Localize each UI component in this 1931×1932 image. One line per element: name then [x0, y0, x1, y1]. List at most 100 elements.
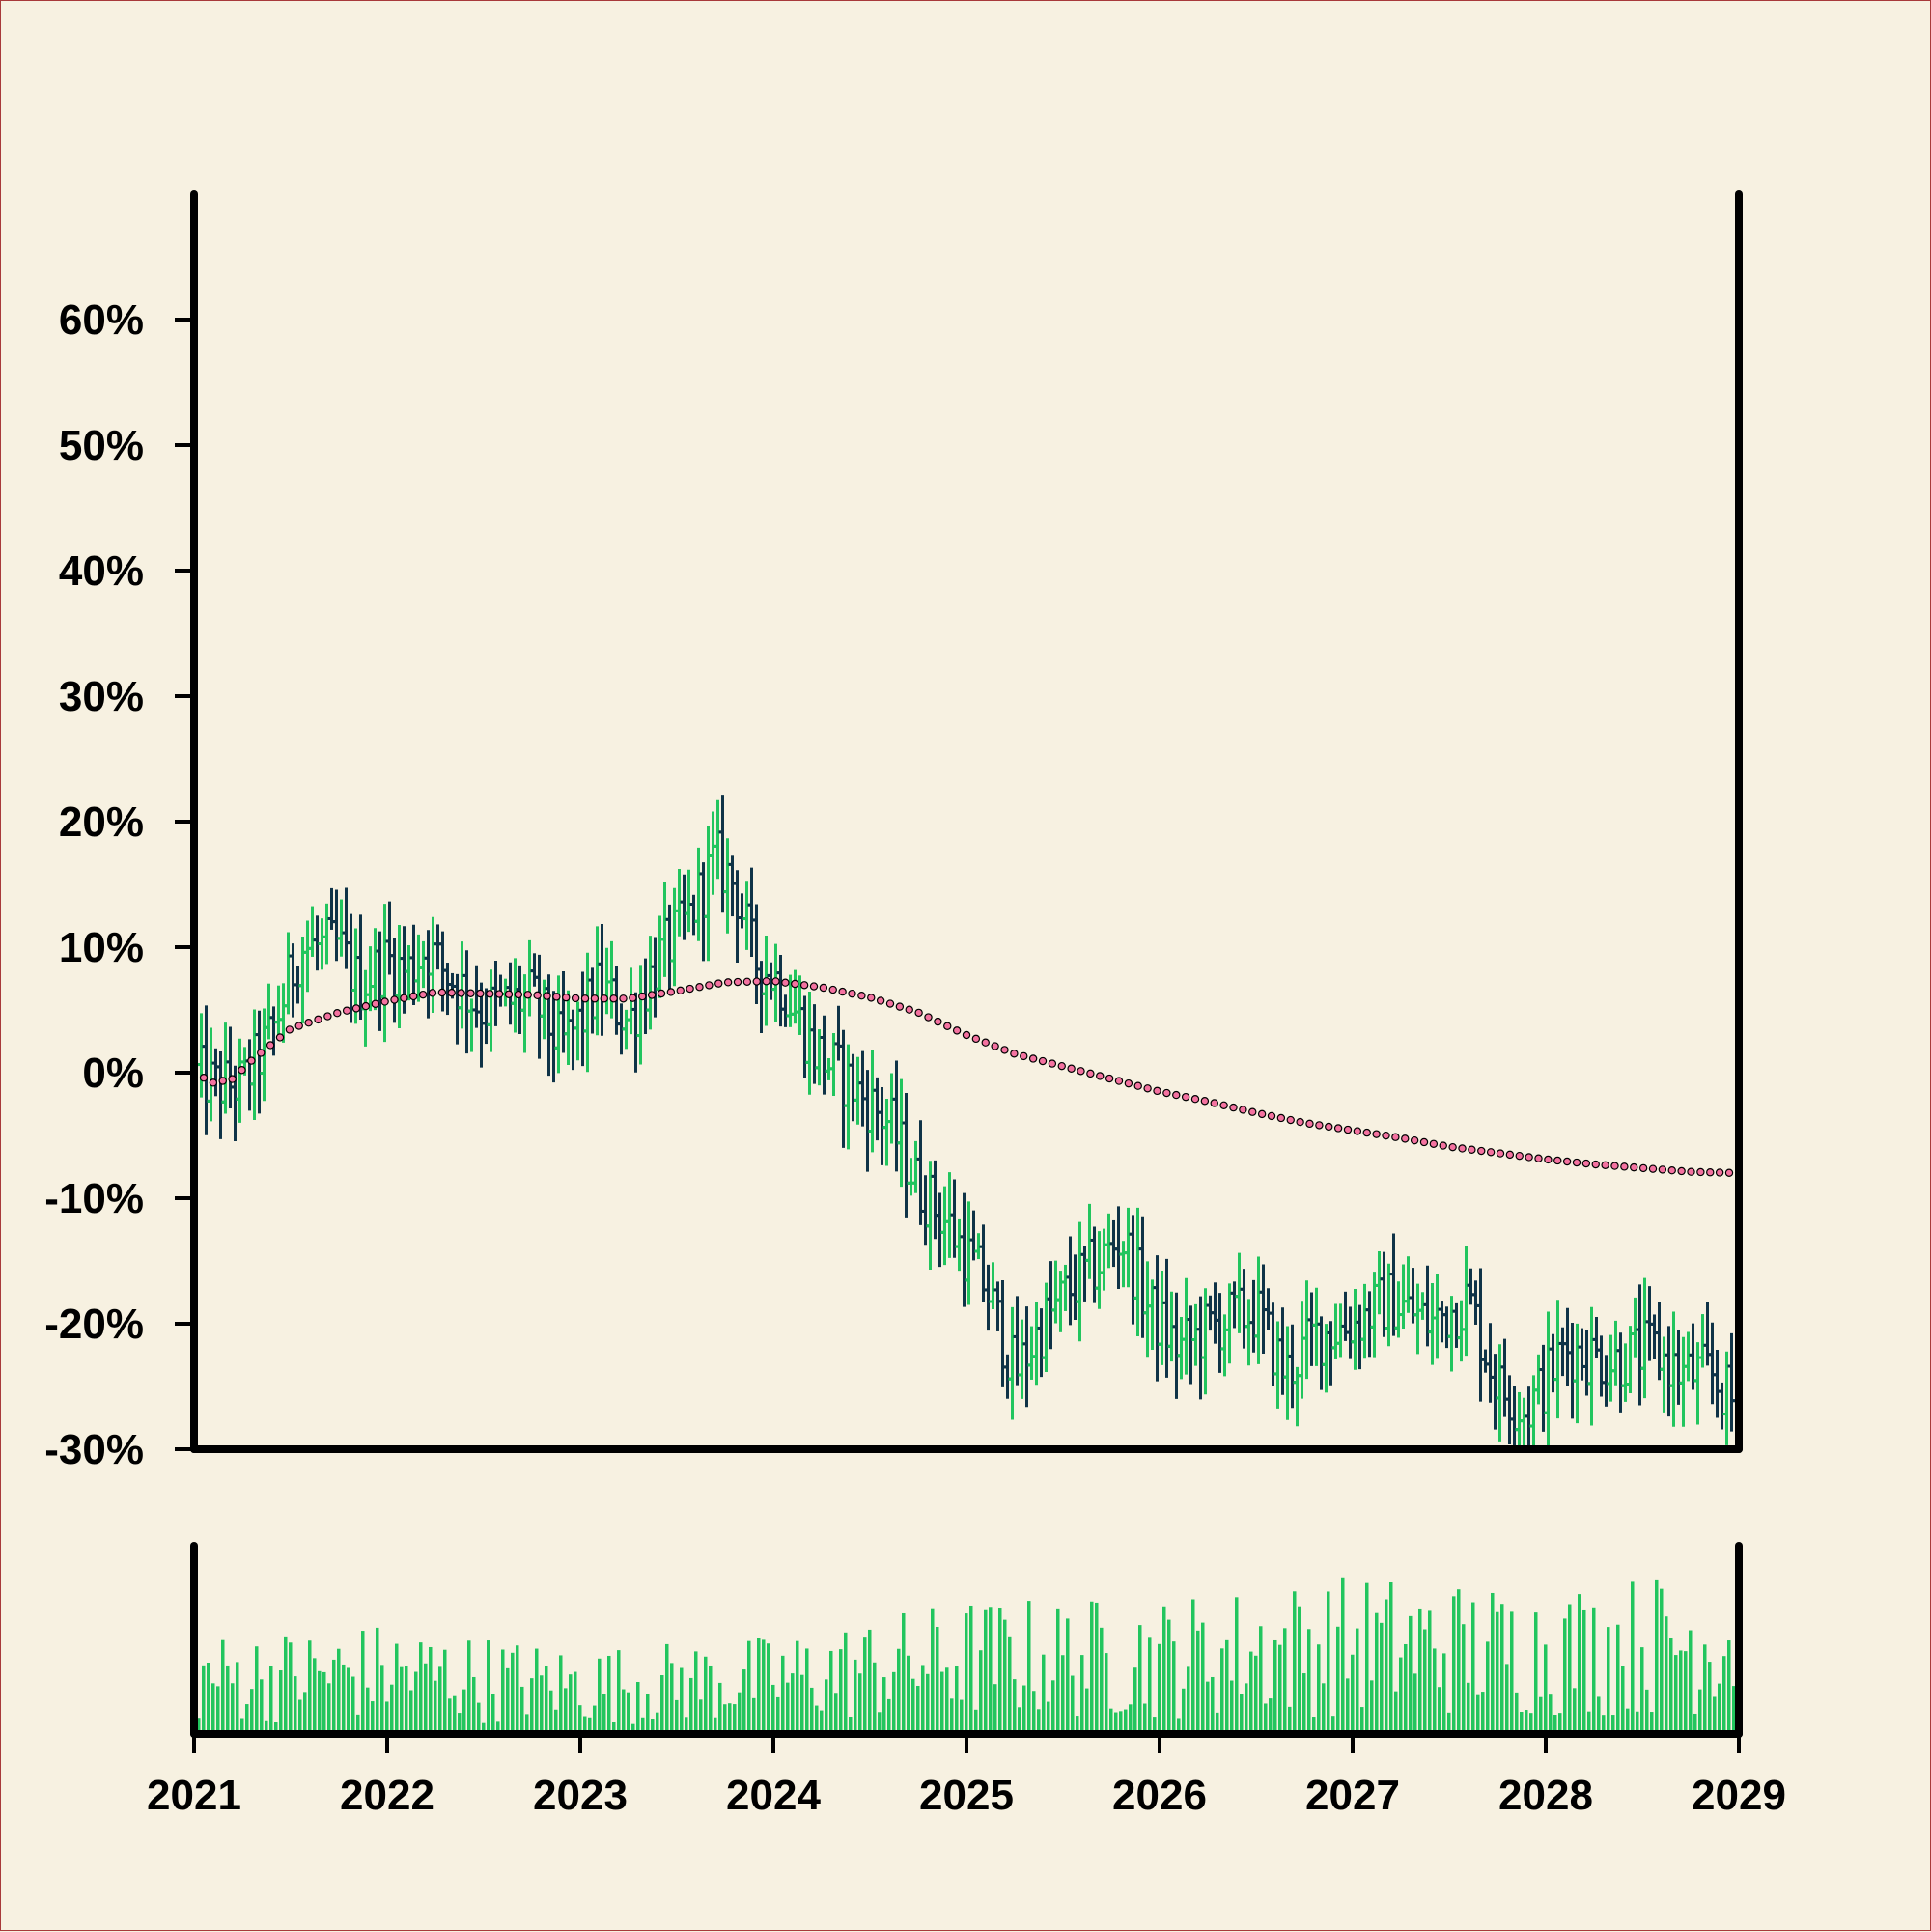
volume-bar: [1727, 1640, 1731, 1734]
volume-bar: [1331, 1716, 1335, 1734]
ohlc-bar: [202, 1005, 210, 1135]
trend-point: [905, 1005, 913, 1014]
trend-point: [619, 994, 628, 1003]
trend-point: [609, 994, 618, 1003]
volume-bar: [1665, 1616, 1668, 1734]
ohlc-bar: [931, 1160, 939, 1240]
trend-point: [1525, 1153, 1533, 1162]
ohlc-bar: [332, 889, 341, 962]
trend-point: [1468, 1145, 1476, 1154]
ohlc-bar: [1399, 1264, 1408, 1330]
volume-bar: [636, 1682, 640, 1734]
volume-bar: [197, 1718, 201, 1734]
ohlc-bar: [1698, 1314, 1707, 1368]
ohlc-bar: [1433, 1274, 1441, 1359]
volume-bar: [810, 1687, 814, 1734]
ohlc-bar: [221, 1022, 230, 1114]
volume-bar: [1471, 1602, 1475, 1734]
volume-bar: [1684, 1651, 1688, 1734]
trend-point: [1219, 1101, 1228, 1109]
ohlc-bar: [752, 904, 761, 1005]
ohlc-bar: [1423, 1265, 1432, 1347]
ohlc-bar: [1172, 1292, 1181, 1399]
ohlc-bar: [598, 924, 606, 1036]
volume-bar: [1563, 1618, 1567, 1734]
volume-bar: [216, 1686, 220, 1734]
volume-bar: [1597, 1696, 1601, 1734]
ohlc-bar: [487, 969, 495, 1052]
ohlc-bar: [1100, 1228, 1108, 1291]
volume-bar: [1341, 1577, 1345, 1734]
trend-point: [351, 1004, 361, 1013]
ohlc-bar: [1640, 1277, 1649, 1399]
axes: [175, 190, 1743, 1753]
volume-bar: [1616, 1624, 1620, 1734]
ohlc-bar: [308, 906, 317, 957]
volume-bar: [1293, 1591, 1297, 1734]
ohlc-bar: [559, 971, 568, 1053]
volume-bar: [284, 1636, 288, 1734]
trend-point: [1010, 1050, 1019, 1058]
y-tick-label: 60%: [59, 296, 144, 344]
volume-bar: [1191, 1599, 1195, 1734]
volume-bar: [1090, 1601, 1094, 1734]
volume-bar: [1105, 1653, 1108, 1734]
price-bars: [192, 795, 1741, 1449]
volume-bar: [1085, 1688, 1089, 1734]
ohlc-bar: [1491, 1354, 1499, 1430]
volume-bar: [583, 1716, 587, 1734]
ohlc-bar: [265, 983, 273, 1040]
ohlc-bar: [694, 847, 703, 941]
volume-bar: [989, 1607, 993, 1734]
volume-bar: [322, 1671, 326, 1734]
trend-point: [1239, 1106, 1247, 1114]
ohlc-bar: [1365, 1291, 1374, 1358]
volume-bar: [1109, 1708, 1113, 1734]
trend-point: [848, 989, 856, 998]
ohlc-bar: [327, 887, 336, 930]
ohlc-bar: [462, 950, 471, 1054]
trend-point: [218, 1077, 227, 1085]
ohlc-bar: [680, 874, 688, 940]
volume-bar: [602, 1694, 606, 1734]
trend-point: [991, 1042, 999, 1050]
trend-point: [1276, 1113, 1286, 1123]
y-tick-label: 10%: [59, 924, 144, 971]
volume-bar: [1177, 1718, 1181, 1734]
volume-bar: [1037, 1709, 1041, 1734]
volume-bar: [1167, 1619, 1171, 1734]
volume-bar: [1249, 1651, 1253, 1734]
ohlc-bar: [467, 998, 476, 1052]
trend-point: [791, 979, 799, 989]
ohlc-bar: [709, 811, 717, 895]
volume-bar: [1452, 1596, 1456, 1734]
ohlc-bar: [1713, 1350, 1721, 1418]
volume-bar: [1539, 1696, 1543, 1734]
volume-bar: [622, 1689, 626, 1734]
volume-bar: [1500, 1604, 1504, 1734]
trend-point: [1477, 1146, 1486, 1156]
y-tick-label: 30%: [59, 673, 144, 720]
ohlc-bar: [1109, 1219, 1118, 1268]
trend-point: [1687, 1167, 1695, 1176]
volume-bar: [936, 1626, 939, 1734]
volume-bar: [1158, 1643, 1161, 1734]
ohlc-bar: [1621, 1343, 1630, 1402]
ohlc-bar: [520, 974, 529, 1053]
volume-bar: [1162, 1606, 1166, 1734]
volume-bar: [1640, 1647, 1644, 1734]
volume-bar: [1143, 1703, 1147, 1734]
ohlc-bar: [921, 1175, 930, 1246]
volume-bar: [1544, 1644, 1548, 1734]
ohlc-bar: [1042, 1282, 1050, 1373]
volume-bar: [660, 1675, 664, 1734]
trend-point: [1296, 1117, 1304, 1127]
volume-bar: [1438, 1687, 1441, 1734]
trend-point: [447, 989, 456, 997]
trend-point: [1096, 1072, 1105, 1080]
volume-bar: [207, 1663, 210, 1734]
volume-bar: [950, 1698, 954, 1734]
volume-bar: [863, 1637, 867, 1734]
ohlc-bar: [989, 1262, 997, 1310]
ohlc-bar: [646, 936, 655, 1030]
